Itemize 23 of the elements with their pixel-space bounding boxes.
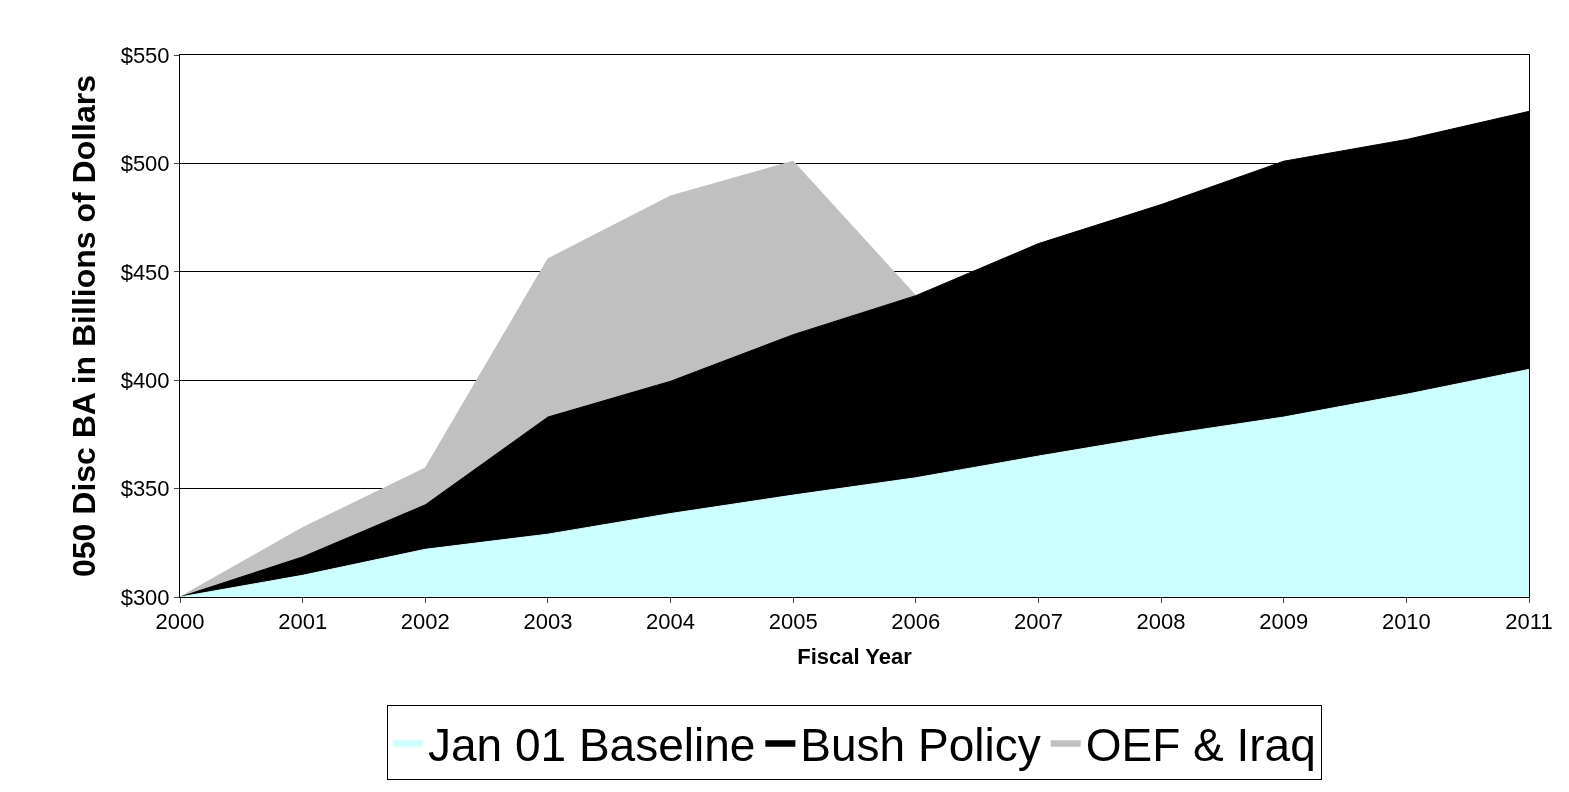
x-tick-label: 2003: [523, 609, 573, 635]
x-tick-label: 2009: [1259, 609, 1309, 635]
legend-label: OEF & Iraq: [1085, 718, 1316, 771]
x-tick-label: 2011: [1505, 609, 1553, 635]
x-tick-label: 2001: [278, 609, 328, 635]
x-tick-label: 2004: [646, 609, 696, 635]
x-tick-label: 2000: [155, 609, 205, 635]
y-tick-label: $400: [120, 367, 170, 393]
y-tick-label: $550: [120, 42, 170, 68]
x-tick-label: 2008: [1136, 609, 1186, 635]
y-axis-title: 050 Disc BA in Billions of Dollars: [65, 74, 102, 578]
x-axis-title: Fiscal Year: [797, 644, 913, 670]
legend-label: Jan 01 Baseline: [428, 718, 756, 771]
y-tick-label: $500: [120, 151, 170, 177]
y-tick-label: $350: [120, 476, 170, 502]
x-tick-label: 2006: [891, 609, 941, 635]
x-tick-label: 2002: [400, 609, 450, 635]
y-tick-label: $300: [120, 584, 170, 610]
y-tick-label: $450: [120, 259, 170, 285]
x-tick-label: 2005: [768, 609, 818, 635]
x-tick-label: 2007: [1013, 609, 1063, 635]
legend-label: Bush Policy: [800, 718, 1041, 771]
x-tick-label: 2010: [1381, 609, 1431, 635]
